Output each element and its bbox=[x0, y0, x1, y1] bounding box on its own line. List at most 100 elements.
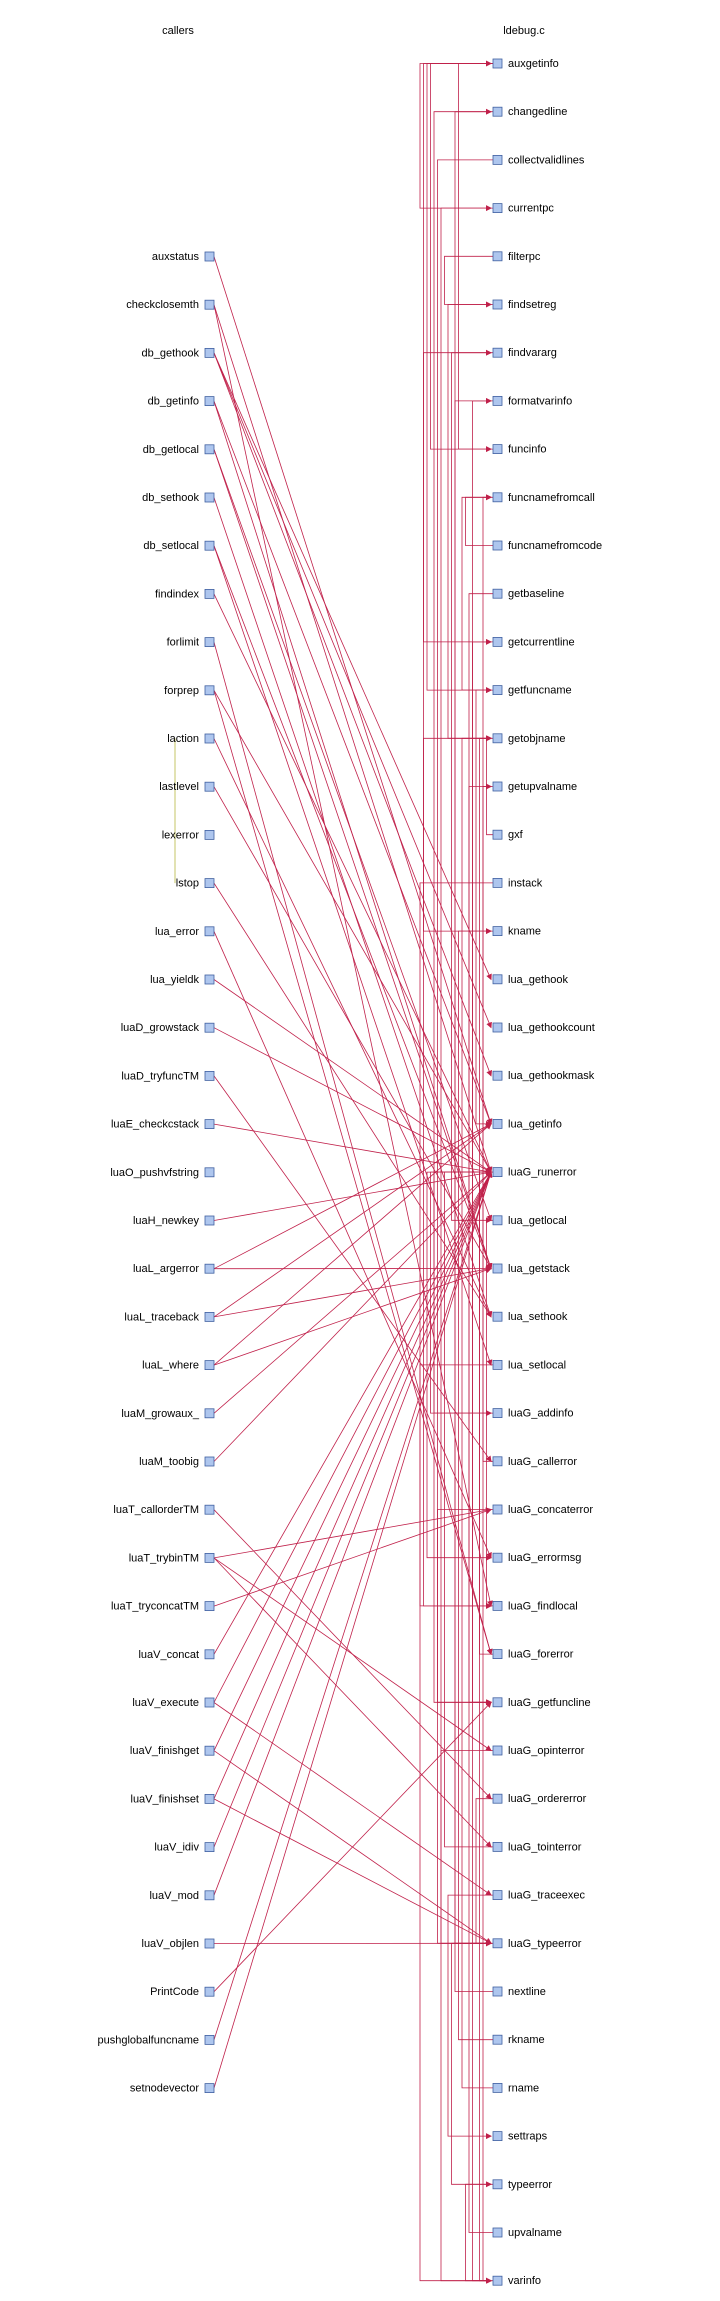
function-node-getupvalname[interactable]: getupvalname bbox=[492, 781, 577, 793]
node-box[interactable] bbox=[492, 2034, 503, 2045]
node-box[interactable] bbox=[204, 878, 215, 888]
caller-node-luae-checkcstack[interactable]: luaE_checkcstack bbox=[111, 1119, 215, 1131]
node-box[interactable] bbox=[492, 2131, 503, 2142]
function-node-luag-callerror[interactable]: luaG_callerror bbox=[492, 1456, 577, 1468]
node-box[interactable] bbox=[492, 299, 503, 310]
node-box[interactable] bbox=[492, 1697, 503, 1708]
node-box[interactable] bbox=[204, 781, 215, 792]
caller-node-luah-newkey[interactable]: luaH_newkey bbox=[133, 1215, 215, 1227]
caller-node-findindex[interactable]: findindex bbox=[155, 588, 215, 600]
function-node-luag-getfuncline[interactable]: luaG_getfuncline bbox=[492, 1697, 591, 1709]
caller-node-db-getlocal[interactable]: db_getlocal bbox=[143, 444, 215, 456]
function-node-luag-tointerror[interactable]: luaG_tointerror bbox=[492, 1841, 582, 1853]
node-box[interactable] bbox=[492, 1842, 503, 1852]
node-box[interactable] bbox=[492, 154, 503, 165]
node-box[interactable] bbox=[492, 395, 503, 406]
caller-node-lua-yieldk[interactable]: lua_yieldk bbox=[150, 974, 215, 986]
node-box[interactable] bbox=[492, 685, 503, 695]
node-box[interactable] bbox=[204, 1119, 215, 1129]
node-box[interactable] bbox=[492, 1890, 503, 1900]
function-node-findvararg[interactable]: findvararg bbox=[492, 347, 557, 359]
node-box[interactable] bbox=[492, 926, 503, 936]
function-node-luag-findlocal[interactable]: luaG_findlocal bbox=[492, 1600, 578, 1612]
function-node-auxgetinfo[interactable]: auxgetinfo bbox=[492, 58, 559, 70]
caller-node-lua-error[interactable]: lua_error bbox=[155, 926, 215, 938]
node-box[interactable] bbox=[204, 974, 215, 985]
function-node-changedline[interactable]: changedline bbox=[492, 106, 567, 118]
function-node-gxf[interactable]: gxf bbox=[492, 829, 524, 841]
node-box[interactable] bbox=[204, 1456, 215, 1467]
node-box[interactable] bbox=[204, 1504, 215, 1515]
node-box[interactable] bbox=[204, 1697, 215, 1708]
node-box[interactable] bbox=[204, 1263, 215, 1274]
caller-node-lual-argerror[interactable]: luaL_argerror bbox=[133, 1263, 215, 1275]
function-node-typeerror[interactable]: typeerror bbox=[492, 2179, 552, 2191]
node-box[interactable] bbox=[204, 733, 215, 744]
function-node-collectvalidlines[interactable]: collectvalidlines bbox=[492, 154, 585, 166]
node-box[interactable] bbox=[204, 926, 215, 937]
caller-node-luat-trybintm[interactable]: luaT_trybinTM bbox=[129, 1552, 215, 1564]
function-node-luag-forerror[interactable]: luaG_forerror bbox=[492, 1649, 574, 1661]
node-box[interactable] bbox=[204, 540, 215, 551]
node-box[interactable] bbox=[492, 1311, 503, 1322]
function-node-settraps[interactable]: settraps bbox=[492, 2131, 548, 2143]
function-node-lua-gethookcount[interactable]: lua_gethookcount bbox=[492, 1022, 595, 1034]
caller-node-forlimit[interactable]: forlimit bbox=[167, 637, 215, 649]
caller-node-luav-finishset[interactable]: luaV_finishset bbox=[131, 1793, 215, 1805]
node-box[interactable] bbox=[492, 347, 503, 358]
function-node-getcurrentline[interactable]: getcurrentline bbox=[492, 636, 575, 648]
node-box[interactable] bbox=[492, 1022, 503, 1033]
caller-node-pushglobalfuncname[interactable]: pushglobalfuncname bbox=[97, 2034, 215, 2046]
caller-node-luav-mod[interactable]: luaV_mod bbox=[149, 1890, 215, 1902]
node-box[interactable] bbox=[204, 1890, 215, 1901]
node-box[interactable] bbox=[492, 2275, 503, 2286]
function-node-luag-addinfo[interactable]: luaG_addinfo bbox=[492, 1408, 573, 1420]
function-node-rname[interactable]: rname bbox=[492, 2082, 539, 2094]
node-box[interactable] bbox=[204, 589, 215, 599]
node-box[interactable] bbox=[204, 1745, 215, 1756]
node-box[interactable] bbox=[492, 444, 503, 455]
caller-node-luam-toobig[interactable]: luaM_toobig bbox=[139, 1456, 215, 1468]
node-box[interactable] bbox=[204, 1022, 215, 1033]
node-box[interactable] bbox=[492, 974, 503, 985]
function-node-luag-traceexec[interactable]: luaG_traceexec bbox=[492, 1890, 586, 1902]
node-box[interactable] bbox=[204, 685, 215, 696]
function-node-lua-getstack[interactable]: lua_getstack bbox=[492, 1263, 570, 1275]
function-node-funcnamefromcall[interactable]: funcnamefromcall bbox=[492, 492, 595, 504]
caller-node-luav-idiv[interactable]: luaV_idiv bbox=[154, 1842, 215, 1854]
function-node-luag-ordererror[interactable]: luaG_ordererror bbox=[492, 1793, 587, 1805]
caller-node-setnodevector[interactable]: setnodevector bbox=[130, 2083, 215, 2095]
function-node-lua-setlocal[interactable]: lua_setlocal bbox=[492, 1359, 566, 1371]
node-box[interactable] bbox=[204, 444, 215, 455]
caller-node-luav-concat[interactable]: luaV_concat bbox=[138, 1649, 215, 1661]
node-box[interactable] bbox=[492, 781, 503, 792]
node-box[interactable] bbox=[492, 588, 503, 599]
caller-node-printcode[interactable]: PrintCode bbox=[150, 1986, 215, 1998]
caller-node-lstop[interactable]: lstop bbox=[176, 878, 215, 890]
caller-node-db-getinfo[interactable]: db_getinfo bbox=[148, 396, 215, 408]
function-node-nextline[interactable]: nextline bbox=[492, 1986, 546, 1998]
node-box[interactable] bbox=[492, 829, 503, 840]
node-box[interactable] bbox=[492, 878, 503, 888]
node-box[interactable] bbox=[204, 347, 215, 358]
node-box[interactable] bbox=[492, 1215, 503, 1226]
node-box[interactable] bbox=[204, 2035, 215, 2045]
caller-node-checkclosemth[interactable]: checkclosemth bbox=[126, 299, 215, 311]
caller-node-luav-execute[interactable]: luaV_execute bbox=[132, 1697, 215, 1709]
function-node-getfuncname[interactable]: getfuncname bbox=[492, 685, 572, 697]
caller-node-luad-growstack[interactable]: luaD_growstack bbox=[121, 1022, 215, 1034]
node-box[interactable] bbox=[204, 396, 215, 407]
function-node-getobjname[interactable]: getobjname bbox=[492, 733, 566, 745]
function-node-upvalname[interactable]: upvalname bbox=[492, 2227, 562, 2239]
node-box[interactable] bbox=[204, 1071, 215, 1081]
node-box[interactable] bbox=[204, 1842, 215, 1852]
node-box[interactable] bbox=[492, 1167, 503, 1177]
function-node-currentpc[interactable]: currentpc bbox=[492, 203, 554, 215]
function-node-filterpc[interactable]: filterpc bbox=[492, 251, 541, 263]
node-box[interactable] bbox=[492, 1793, 503, 1804]
function-node-luag-concaterror[interactable]: luaG_concaterror bbox=[492, 1504, 593, 1516]
node-box[interactable] bbox=[204, 1553, 215, 1563]
caller-node-lastlevel[interactable]: lastlevel bbox=[159, 781, 215, 793]
node-box[interactable] bbox=[204, 637, 215, 647]
function-node-funcnamefromcode[interactable]: funcnamefromcode bbox=[492, 540, 602, 552]
